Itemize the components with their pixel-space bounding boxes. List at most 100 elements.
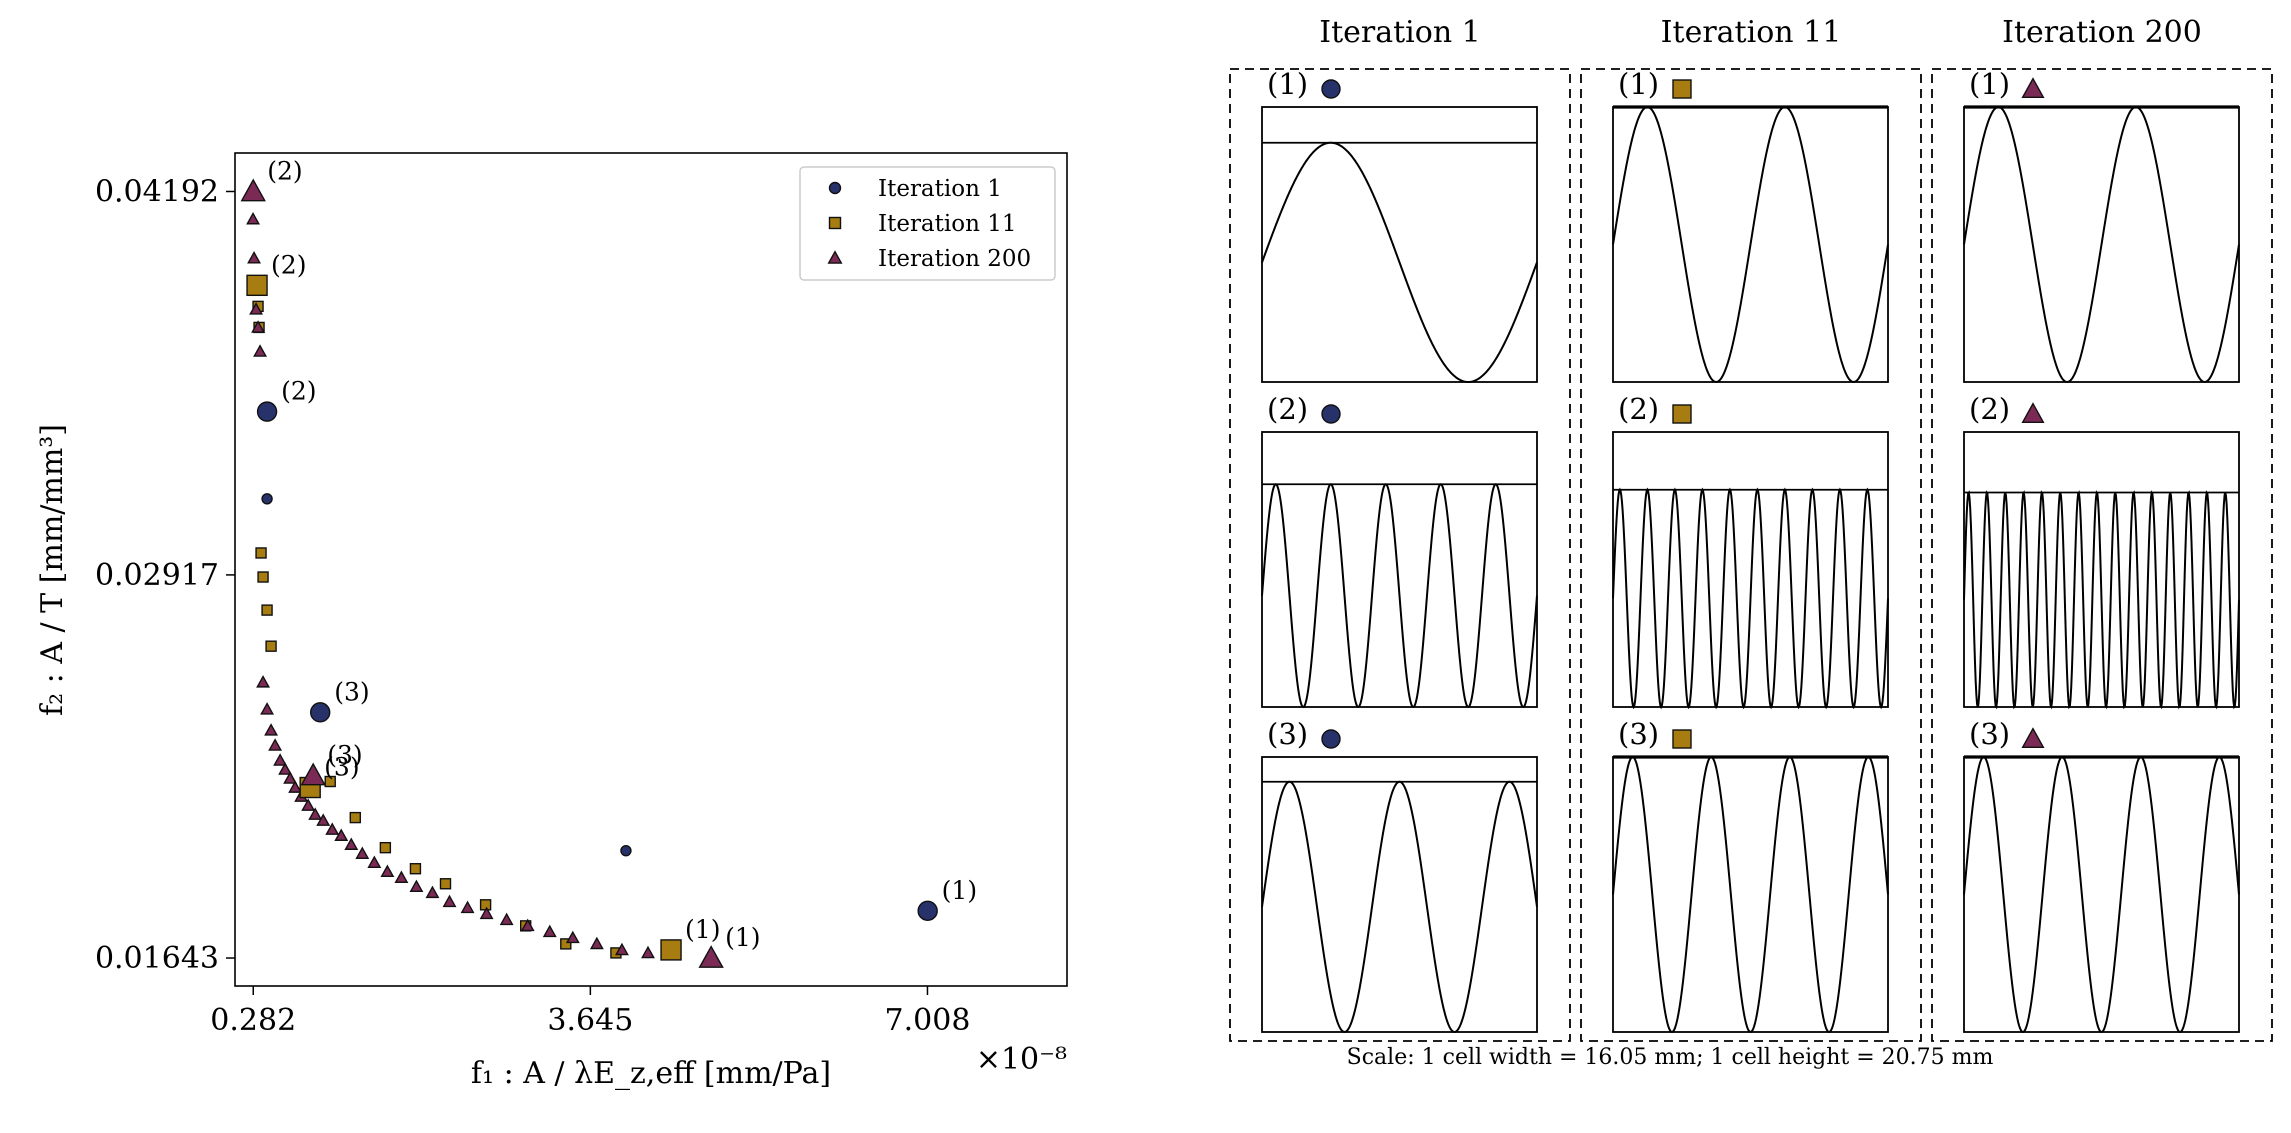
column-title: Iteration 11 [1661,15,1842,50]
data-point [264,723,279,736]
data-point [460,900,475,914]
data-point [367,855,382,869]
legend-marker [828,216,842,230]
x-axis-label: f₁ : A / λE_z,eff [mm/Pa] [471,1056,831,1091]
data-point [324,775,336,788]
cell-frame [1612,756,1889,1033]
legend: Iteration 1 Iteration 11 Iteration 200 [799,166,1056,281]
data-point [247,251,261,264]
data-point [560,938,572,950]
highlighted-point [240,178,266,202]
cell-frame [1261,106,1538,383]
cell-marker [1672,404,1692,424]
cell-label: (2) [1969,392,2010,426]
point-annotation: (1) [942,876,977,905]
data-point [479,906,494,920]
cell-marker [1321,729,1341,749]
data-point [273,753,288,766]
cell-marker [2021,77,2045,98]
highlighted-point [256,401,278,422]
legend-label: Iteration 1 [878,176,1002,202]
data-point [251,320,265,333]
x-tick-label: 7.008 [885,1003,971,1038]
data-point [308,807,323,820]
highlighted-point [246,274,268,297]
point-annotation: (2) [267,156,302,185]
data-point [394,870,409,884]
data-point [349,811,361,824]
data-point [256,675,271,688]
cell-label: (3) [1969,717,2010,751]
highlighted-point [310,702,331,723]
data-points: (2) (3) (1) (2) (3) (1) (2) (3) (1) [240,156,977,968]
data-point [268,738,283,751]
cell-label: (2) [1618,392,1659,426]
scatter-plot: (2) (3) (1) (2) (3) (1) (2) (3) (1) 0.282 3.645 7.… [35,152,1068,1091]
data-point [265,640,277,652]
data-point [261,604,273,616]
cell-label: (1) [1969,67,2010,101]
data-point [520,918,535,932]
highlighted-point [917,900,938,922]
y-tick-label: 0.04192 [95,174,219,209]
waveform-curve [1261,483,1538,709]
iteration-box [1580,68,1922,1042]
cell-frame [1963,756,2240,1033]
data-point [246,211,260,225]
cell-label: (3) [1618,717,1659,751]
waveform-curve [1612,487,1889,710]
data-point [479,899,492,911]
data-point [355,846,370,859]
data-point [255,547,267,559]
cell-marker [2021,727,2045,748]
waveform-curve [1612,755,1889,1034]
data-point [325,822,340,835]
waveform-curve [1963,105,2240,384]
data-point [260,702,275,715]
iteration-box [1229,68,1571,1042]
waveform-curve [1963,755,2240,1034]
point-annotation: (2) [271,250,306,279]
data-point [614,942,629,956]
point-annotation: (1) [685,915,720,944]
data-point [334,828,349,841]
cell-label: (2) [1267,392,1308,426]
cell-label: (3) [1267,717,1308,751]
data-point [589,936,604,950]
data-point [249,302,263,315]
data-point [261,493,273,505]
cell-marker [1672,729,1692,749]
cell-frame [1612,431,1889,708]
data-point [409,863,422,875]
point-annotation: (2) [281,377,316,406]
scale-note: Scale: 1 cell width = 16.05 mm; 1 cell h… [1347,1045,1994,1070]
y-tick-label: 0.02917 [95,558,219,593]
data-point [278,762,293,775]
point-annotation: (3) [324,753,359,782]
point-annotation: (3) [334,677,369,706]
data-point [379,841,392,854]
cell-marker [1321,404,1341,424]
data-point [499,912,514,926]
data-point [442,894,457,908]
column-title: Iteration 200 [2002,15,2202,50]
axis-ticks: 0.282 3.645 7.008 0.01643 0.02917 0.04192 [95,174,970,1038]
iteration-box [1931,68,2273,1042]
data-point [542,924,557,938]
cell-frame [1261,431,1538,708]
waveform-curve [1261,780,1538,1034]
waveform-curve [1612,105,1889,384]
y-axis-label: f₂ : A / T [mm/mm³] [35,424,70,716]
data-point [409,879,424,893]
cell-marker [1672,79,1692,99]
cell-marker [2021,402,2045,423]
data-point [380,864,395,878]
data-point [316,813,331,826]
data-point [425,885,440,899]
waveform-curve [1963,490,2240,710]
legend-box [799,166,1056,281]
column-title: Iteration 1 [1319,15,1481,50]
highlighted-point [698,945,724,968]
cell-frame [1261,756,1538,1033]
data-point [301,798,316,811]
